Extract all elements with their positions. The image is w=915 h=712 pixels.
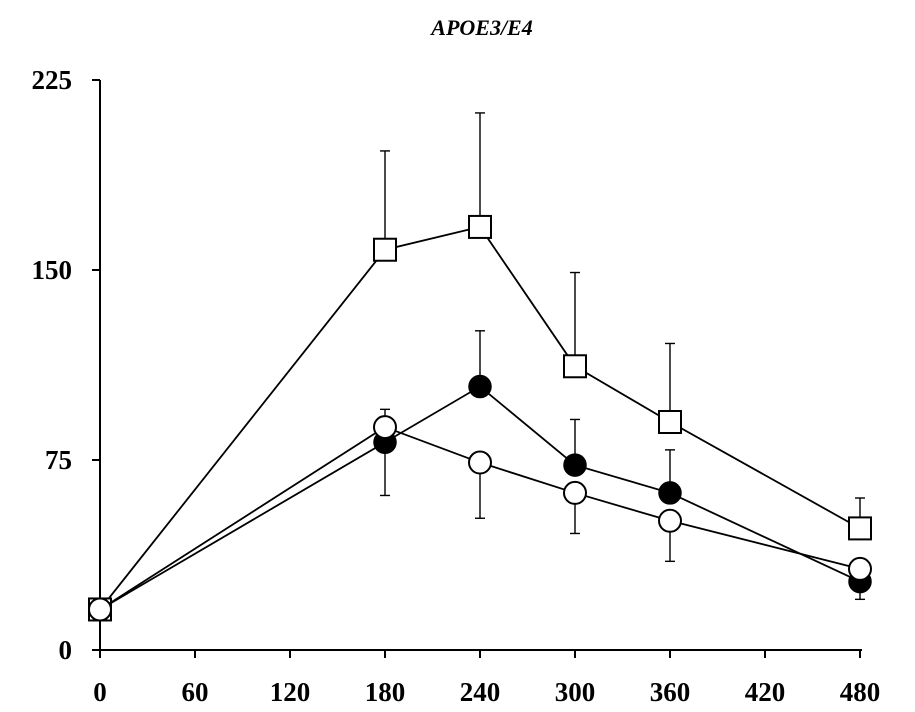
x-tick-label: 120 xyxy=(270,677,311,707)
x-tick-label: 60 xyxy=(182,677,209,707)
y-tick-label: 75 xyxy=(45,445,72,475)
x-tick-label: 420 xyxy=(745,677,786,707)
data-point-open-circle xyxy=(848,556,872,581)
x-tick-label: 0 xyxy=(93,677,107,707)
data-point-open-circle xyxy=(88,597,112,622)
x-tick-label: 360 xyxy=(650,677,691,707)
series-line xyxy=(99,385,861,611)
data-point-square xyxy=(658,410,682,434)
data-point-square xyxy=(848,516,872,541)
axis-ticks: 0 60 120 180 240 300 360 420 480 0 75 150 225 xyxy=(32,65,881,707)
series-layer xyxy=(88,112,872,622)
data-point-square xyxy=(373,237,397,262)
y-tick-label: 150 xyxy=(32,255,73,285)
series-line xyxy=(99,225,861,611)
data-point-filled-circle xyxy=(468,374,492,399)
x-tick-label: 300 xyxy=(555,677,596,707)
x-tick-label: 480 xyxy=(840,677,881,707)
data-point-open-circle xyxy=(563,480,587,505)
y-tick-label: 0 xyxy=(59,635,73,665)
data-point-filled-circle xyxy=(658,481,682,505)
data-point-filled-circle xyxy=(563,453,587,477)
data-point-square xyxy=(468,214,492,239)
data-point-square xyxy=(563,354,587,379)
series-line xyxy=(99,426,861,611)
data-point-open-circle xyxy=(658,508,682,533)
x-tick-label: 180 xyxy=(365,677,406,707)
series-open-circle xyxy=(88,408,872,622)
data-point-open-circle xyxy=(373,415,397,440)
data-point-open-circle xyxy=(468,450,492,475)
x-tick-label: 240 xyxy=(460,677,501,707)
y-tick-label: 225 xyxy=(32,65,73,95)
chart-title: APOE3/E4 xyxy=(429,15,532,40)
